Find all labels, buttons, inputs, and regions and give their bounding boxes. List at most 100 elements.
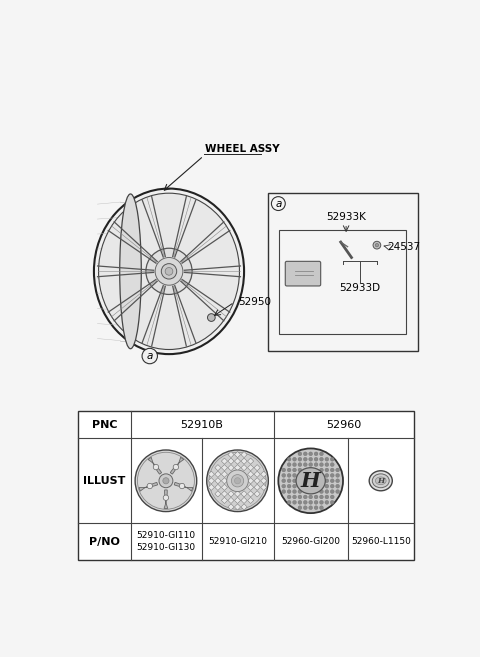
Circle shape (330, 495, 334, 499)
Circle shape (303, 501, 307, 505)
Polygon shape (254, 464, 260, 471)
Polygon shape (228, 451, 234, 458)
Circle shape (207, 450, 268, 512)
Circle shape (282, 479, 286, 483)
Circle shape (320, 495, 324, 499)
Polygon shape (215, 484, 221, 490)
Polygon shape (215, 464, 221, 471)
Circle shape (227, 470, 248, 491)
Circle shape (231, 474, 244, 487)
Text: a: a (146, 351, 153, 361)
Circle shape (325, 501, 329, 505)
Circle shape (293, 495, 297, 499)
Circle shape (325, 468, 329, 472)
Circle shape (293, 479, 297, 483)
Polygon shape (221, 491, 228, 497)
Polygon shape (241, 491, 247, 497)
Circle shape (278, 449, 343, 513)
Polygon shape (139, 482, 157, 491)
Circle shape (298, 489, 302, 493)
Polygon shape (215, 478, 221, 484)
Circle shape (373, 241, 381, 249)
Polygon shape (174, 482, 193, 491)
Text: 52960-L1150: 52960-L1150 (351, 537, 411, 546)
Circle shape (282, 484, 286, 488)
Circle shape (298, 468, 302, 472)
Circle shape (298, 452, 302, 456)
Text: 52933K: 52933K (326, 212, 366, 223)
Circle shape (163, 495, 168, 501)
Text: 52960: 52960 (326, 420, 361, 430)
Polygon shape (221, 464, 228, 471)
Circle shape (309, 457, 312, 461)
Circle shape (309, 501, 312, 505)
Circle shape (293, 468, 297, 472)
Circle shape (303, 452, 307, 456)
Ellipse shape (372, 474, 389, 487)
Ellipse shape (369, 471, 392, 491)
Polygon shape (228, 491, 234, 497)
Circle shape (330, 468, 334, 472)
Polygon shape (248, 458, 254, 464)
Ellipse shape (94, 189, 244, 354)
Circle shape (153, 464, 159, 470)
Text: PNC: PNC (92, 420, 117, 430)
Text: P/NO: P/NO (89, 537, 120, 547)
Circle shape (330, 479, 334, 483)
Circle shape (293, 463, 297, 466)
Circle shape (173, 464, 179, 470)
Circle shape (282, 468, 286, 472)
Polygon shape (228, 504, 234, 510)
Text: 52960-GI200: 52960-GI200 (281, 537, 340, 546)
Circle shape (325, 457, 329, 461)
Polygon shape (215, 491, 221, 497)
Polygon shape (241, 464, 247, 471)
Circle shape (303, 463, 307, 466)
Circle shape (287, 479, 291, 483)
Polygon shape (208, 471, 215, 478)
Text: 52933D: 52933D (339, 283, 381, 292)
Circle shape (147, 484, 153, 489)
Polygon shape (148, 457, 162, 474)
Circle shape (282, 489, 286, 493)
Text: a: a (275, 198, 282, 208)
Circle shape (336, 479, 339, 483)
Circle shape (320, 468, 324, 472)
Polygon shape (215, 471, 221, 478)
Text: 52910-GI110
52910-GI130: 52910-GI110 52910-GI130 (136, 531, 195, 553)
Polygon shape (208, 484, 215, 490)
Polygon shape (234, 497, 240, 503)
Circle shape (336, 484, 339, 488)
Circle shape (330, 489, 334, 493)
Circle shape (163, 478, 169, 484)
Circle shape (309, 452, 312, 456)
Polygon shape (221, 484, 228, 490)
Circle shape (314, 495, 318, 499)
Circle shape (330, 484, 334, 488)
Circle shape (234, 478, 240, 484)
Polygon shape (228, 497, 234, 503)
Circle shape (314, 501, 318, 505)
Circle shape (309, 506, 312, 510)
Circle shape (330, 474, 334, 478)
Polygon shape (248, 478, 254, 484)
Circle shape (271, 196, 285, 210)
Circle shape (330, 457, 334, 461)
Circle shape (336, 474, 339, 478)
Circle shape (320, 463, 324, 466)
Circle shape (325, 474, 329, 478)
Circle shape (298, 501, 302, 505)
Polygon shape (248, 491, 254, 497)
Polygon shape (221, 471, 228, 478)
Text: WHEEL ASSY: WHEEL ASSY (205, 143, 280, 154)
Text: ILLUST: ILLUST (83, 476, 125, 486)
Text: 52910B: 52910B (180, 420, 224, 430)
Ellipse shape (120, 194, 141, 349)
Ellipse shape (98, 193, 240, 350)
Polygon shape (248, 484, 254, 490)
Circle shape (325, 495, 329, 499)
Polygon shape (261, 484, 267, 490)
Circle shape (155, 258, 183, 285)
Circle shape (314, 463, 318, 466)
Circle shape (298, 457, 302, 461)
